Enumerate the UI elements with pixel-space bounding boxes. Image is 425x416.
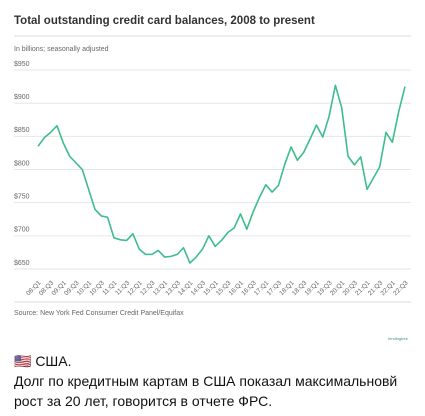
caption-line: рост за 20 лет, говорится в отчете ФРС. [14, 393, 273, 409]
x-tick-label: 22:Q3 [392, 279, 410, 297]
caption-flag: 🇺🇸 США. [14, 353, 72, 369]
y-tick-label: $800 [14, 160, 30, 167]
y-tick-label: $850 [14, 127, 30, 134]
y-tick-label: $950 [14, 61, 30, 68]
chart-subtitle: In billions; seasonally adjusted [14, 46, 109, 53]
y-tick-label: $750 [14, 194, 30, 201]
line [37, 84, 406, 264]
chart-title: Total outstanding credit card balances, … [14, 15, 315, 27]
caption-line: Долг по кредитным картам в США показал м… [14, 373, 398, 389]
y-tick-label: $650 [14, 260, 30, 267]
y-tick-label: $700 [14, 227, 30, 234]
y-tick-label: $900 [14, 94, 30, 101]
source: Source: New York Fed Consumer Credit Pan… [14, 310, 184, 317]
chart: Total outstanding credit card balances, … [14, 15, 411, 341]
logo: lendingtree [388, 336, 409, 341]
